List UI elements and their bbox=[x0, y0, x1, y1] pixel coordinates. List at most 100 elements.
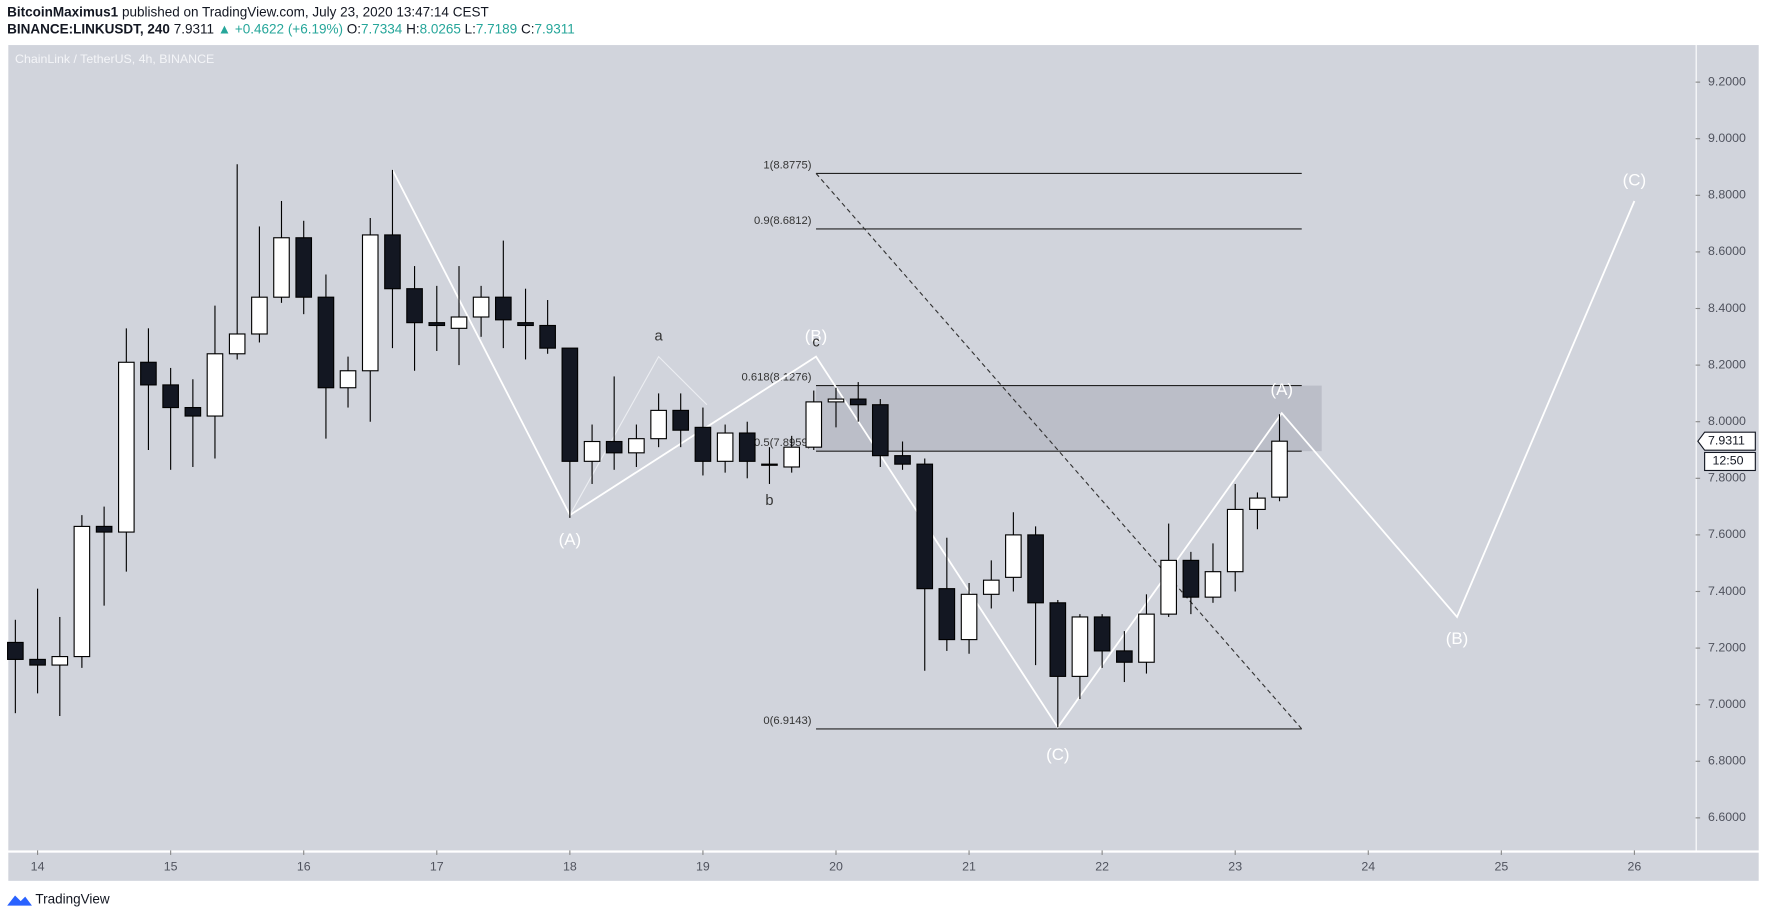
wave-label: (A) bbox=[559, 530, 582, 549]
y-tick-label: 8.8000 bbox=[1708, 188, 1746, 202]
fib-label: 0.9(8.6812) bbox=[754, 215, 812, 227]
x-tick-label: 20 bbox=[829, 860, 843, 874]
fib-label: 0.5(7.8959) bbox=[754, 437, 812, 449]
candle-body bbox=[51, 656, 69, 666]
author: BitcoinMaximus1 bbox=[7, 4, 119, 19]
y-tick-label: 7.0000 bbox=[1708, 697, 1746, 711]
candle-body bbox=[494, 296, 512, 321]
plot-area bbox=[8, 45, 1696, 851]
wave-label: (B) bbox=[805, 326, 827, 345]
o-label: O: bbox=[347, 21, 361, 36]
y-tick-label: 9.0000 bbox=[1708, 131, 1746, 145]
wave-label: (B) bbox=[1446, 629, 1469, 648]
candle-body bbox=[738, 432, 756, 462]
candle-body bbox=[1005, 534, 1022, 578]
wave-label: b bbox=[765, 493, 773, 509]
candle-body bbox=[140, 361, 157, 386]
candle-body bbox=[583, 440, 601, 462]
c-value: 7.9311 bbox=[534, 21, 574, 36]
countdown-box bbox=[1704, 451, 1756, 472]
change: ▲ +0.4622 (+6.19%) bbox=[218, 21, 343, 36]
x-tick-label: 17 bbox=[430, 860, 444, 874]
y-tick-label: 8.4000 bbox=[1708, 301, 1746, 315]
y-tick-label: 7.2000 bbox=[1708, 640, 1746, 654]
candle-body bbox=[228, 333, 246, 355]
last: 7.9311 bbox=[174, 21, 214, 36]
l-label: L: bbox=[465, 21, 476, 36]
wave-label: c bbox=[812, 334, 819, 350]
wave-label: (C) bbox=[1046, 745, 1069, 764]
x-tick-label: 21 bbox=[962, 860, 976, 874]
wave-label: (C) bbox=[1623, 171, 1646, 190]
y-tick-label: 6.6000 bbox=[1708, 810, 1746, 824]
x-tick-label: 25 bbox=[1494, 860, 1508, 874]
fib-label: 0(6.9143) bbox=[763, 715, 811, 727]
candle-body bbox=[450, 316, 468, 329]
wave-label: a bbox=[655, 329, 664, 345]
h-value: 8.0265 bbox=[420, 21, 461, 36]
candle-body bbox=[162, 384, 179, 409]
candle-body bbox=[1249, 497, 1266, 510]
o-value: 7.7334 bbox=[361, 21, 403, 36]
y-tick-label: 8.0000 bbox=[1708, 414, 1746, 428]
x-tick-label: 15 bbox=[164, 860, 178, 874]
footer-brand: TradingView bbox=[35, 892, 110, 907]
candle-body bbox=[206, 353, 224, 417]
x-tick-label: 22 bbox=[1095, 860, 1109, 874]
candle-body bbox=[694, 426, 712, 462]
last-price-tag bbox=[1697, 431, 1756, 451]
candle-body bbox=[916, 463, 934, 590]
fib-zone bbox=[816, 385, 1322, 452]
candle-body bbox=[871, 404, 889, 457]
y-tick-label: 6.8000 bbox=[1708, 754, 1746, 768]
candle-body bbox=[1027, 534, 1044, 604]
candle-body bbox=[361, 234, 379, 372]
candle-body bbox=[1182, 559, 1200, 598]
y-tick-label: 9.2000 bbox=[1708, 74, 1746, 88]
candle-body bbox=[539, 324, 556, 349]
fib-label: 0.618(8.1276) bbox=[741, 372, 811, 384]
candle-body bbox=[339, 370, 357, 389]
candle-body bbox=[672, 409, 690, 431]
time-axis bbox=[8, 852, 1759, 881]
candle-body bbox=[118, 361, 135, 533]
candle-body bbox=[650, 409, 667, 440]
candle-body bbox=[761, 463, 778, 466]
wave-line bbox=[569, 355, 708, 516]
logo-icon bbox=[7, 895, 32, 906]
candle-body bbox=[805, 401, 823, 448]
y-tick-label: 8.2000 bbox=[1708, 357, 1746, 371]
header-line-1: BitcoinMaximus1 published on TradingView… bbox=[7, 4, 489, 19]
x-tick-label: 19 bbox=[696, 860, 710, 874]
candle-body bbox=[406, 288, 423, 324]
h-label: H: bbox=[406, 21, 420, 36]
x-tick-label: 14 bbox=[31, 860, 45, 874]
c-label: C: bbox=[521, 21, 534, 36]
candle-body bbox=[716, 432, 734, 462]
candle-body bbox=[428, 322, 446, 327]
candle-body bbox=[73, 525, 91, 658]
countdown: 12:50 bbox=[1713, 454, 1744, 468]
candle-body bbox=[317, 296, 335, 389]
y-tick-label: 8.6000 bbox=[1708, 244, 1746, 258]
x-tick-label: 26 bbox=[1628, 860, 1642, 874]
candle-body bbox=[29, 658, 46, 666]
candle-body bbox=[7, 641, 24, 660]
candle-body bbox=[1226, 508, 1244, 573]
candle-body bbox=[1204, 571, 1222, 598]
candle-body bbox=[251, 296, 268, 335]
plot: 6.6000 6.8000 7.0000 7.2000 7.4000 7.6000 7.80… bbox=[7, 74, 1756, 874]
candle-body bbox=[894, 455, 911, 465]
candle-body bbox=[827, 398, 845, 403]
y-tick-label: 7.6000 bbox=[1708, 527, 1746, 541]
published: published on TradingView.com, July 23, 2… bbox=[122, 4, 489, 19]
candle-body bbox=[295, 237, 313, 298]
x-tick-label: 18 bbox=[563, 860, 577, 874]
candle-body bbox=[1071, 616, 1089, 677]
wave-label: (A) bbox=[1271, 380, 1293, 399]
header-line-2: BINANCE:LINKUSDT, 240 7.9311 ▲ +0.4622 (… bbox=[7, 21, 575, 36]
chart-title: ChainLink / TetherUS, 4h, BINANCE bbox=[15, 52, 214, 66]
candle-body bbox=[273, 237, 290, 298]
y-tick-label: 7.8000 bbox=[1708, 471, 1746, 485]
